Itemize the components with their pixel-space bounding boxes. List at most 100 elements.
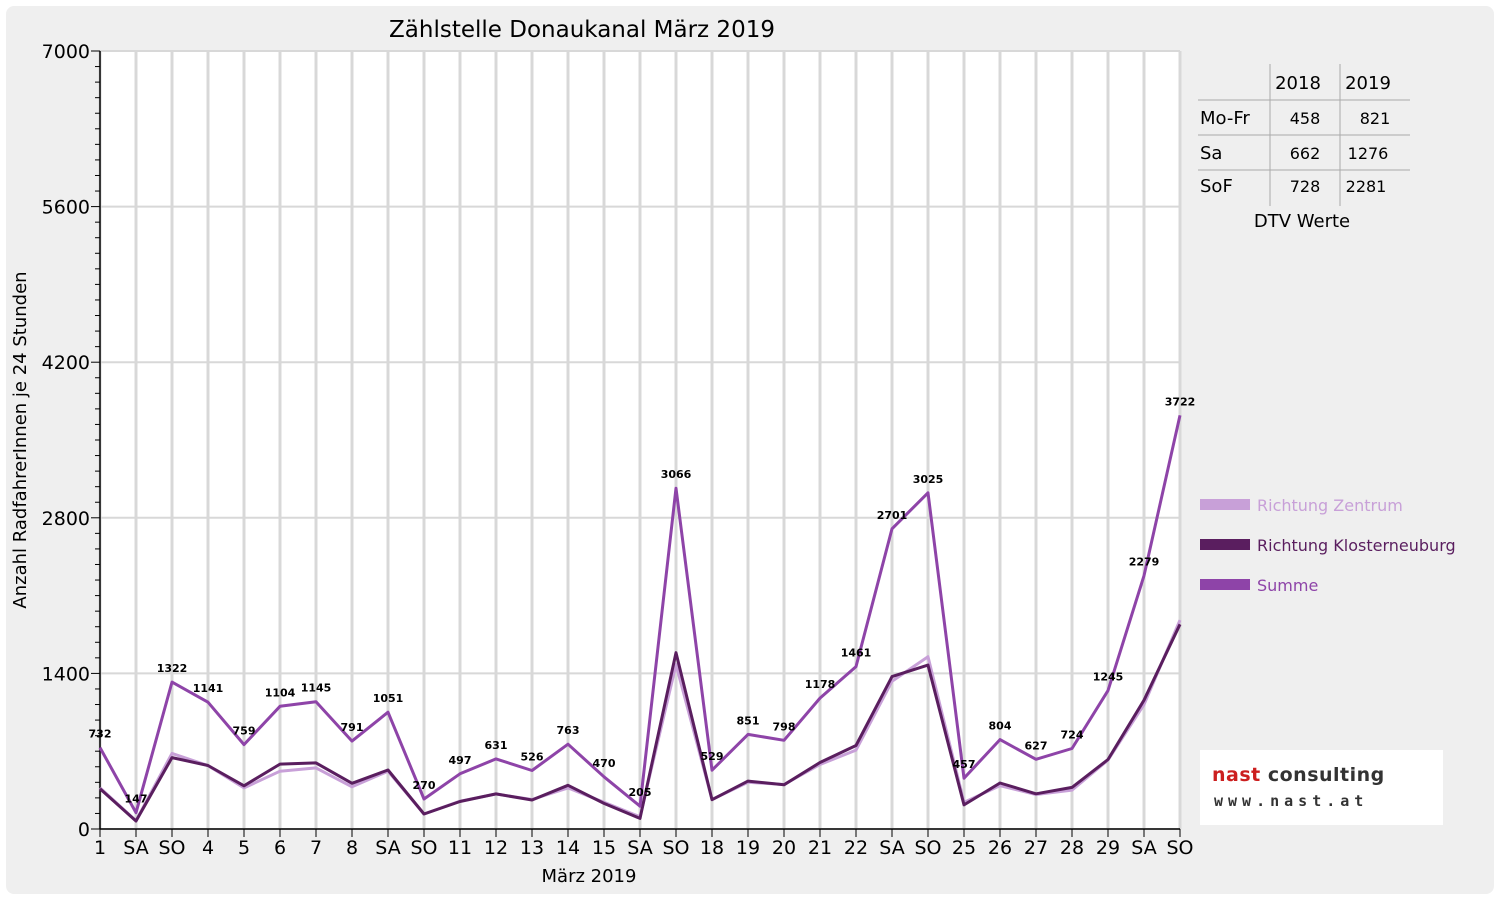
x-tick-label: 4 — [202, 837, 214, 859]
table-cell: 1276 — [1348, 144, 1389, 163]
data-label: 732 — [89, 728, 112, 741]
data-label-layer: 732 147 1322 1141 759 1104 1145 791 1051 270 497 63… — [89, 395, 1196, 805]
legend-swatch — [1200, 579, 1250, 590]
data-label: 147 — [125, 793, 148, 806]
nast-consulting-logo: nast consulting www.nast.at — [1200, 750, 1443, 825]
data-label: 627 — [1025, 739, 1048, 752]
data-label: 1145 — [301, 682, 332, 695]
data-label: 1141 — [193, 682, 224, 695]
data-label: 205 — [629, 786, 652, 799]
x-tick-label: 1 — [94, 837, 106, 859]
legend-entry: Richtung Klosterneuburg — [1257, 536, 1456, 555]
data-label: 457 — [953, 758, 976, 771]
x-tick-label: 14 — [556, 837, 580, 859]
grid-layer — [98, 50, 1182, 830]
logo-url: www.nast.at — [1214, 792, 1369, 810]
x-tick-label: SO — [662, 837, 689, 859]
legend-entry: Richtung Zentrum — [1257, 496, 1403, 515]
x-tick-label: SA — [879, 837, 904, 859]
x-tick-label: 27 — [1024, 837, 1048, 859]
x-tick-label: SO — [1166, 837, 1193, 859]
y-tick-label: 0 — [78, 819, 90, 841]
x-tick-label: 28 — [1060, 837, 1084, 859]
dtv-table: 2018 2019 Mo-Fr 458 821 Sa 662 1276 SoF … — [1198, 64, 1410, 232]
chart-title: Zählstelle Donaukanal März 2019 — [389, 17, 775, 43]
x-tick-label: 6 — [274, 837, 286, 859]
table-header-2019: 2019 — [1345, 73, 1391, 94]
data-label: 470 — [593, 757, 616, 770]
logo-brand-part2: consulting — [1260, 764, 1385, 786]
x-tick-label: 8 — [346, 837, 358, 859]
x-tick-label: 18 — [700, 837, 724, 859]
legend: Richtung Zentrum Richtung Klosterneuburg S… — [1200, 496, 1456, 595]
x-tick-label: 19 — [736, 837, 760, 859]
data-label: 1322 — [157, 662, 188, 675]
x-tick-label: SO — [914, 837, 941, 859]
series-line — [98, 623, 1182, 823]
data-label: 3066 — [661, 468, 692, 481]
x-tick-label: 15 — [592, 837, 616, 859]
logo-brand: nast consulting — [1212, 764, 1385, 786]
x-tick-label: 25 — [952, 837, 976, 859]
x-tick-label: 20 — [772, 837, 796, 859]
data-label: 631 — [485, 739, 508, 752]
data-label: 1178 — [805, 678, 836, 691]
y-tick-label: 1400 — [42, 663, 90, 685]
data-label: 3722 — [1165, 395, 1196, 408]
table-cell: 662 — [1290, 144, 1321, 163]
x-tick-label: SO — [158, 837, 185, 859]
x-tick-label: 21 — [808, 837, 832, 859]
y-tick-label: 5600 — [42, 197, 90, 219]
data-label: 1461 — [841, 647, 872, 660]
legend-swatch — [1200, 499, 1250, 510]
data-label: 804 — [989, 720, 1012, 733]
data-label: 851 — [737, 714, 760, 727]
x-axis-title: März 2019 — [542, 866, 637, 887]
y-axis-title: Anzahl RadfahrerInnen je 24 Stunden — [10, 271, 31, 608]
data-label: 1051 — [373, 692, 404, 705]
data-label: 270 — [413, 779, 436, 792]
x-tick-label: SA — [375, 837, 400, 859]
table-row-label: Mo-Fr — [1200, 108, 1250, 129]
data-label: 3025 — [913, 473, 944, 486]
data-label: 526 — [521, 751, 544, 764]
y-tick-label: 2800 — [42, 508, 90, 530]
axis-layer: 0 1400 2800 4200 5600 7000 1 SA SO 4 5 6 7 8 SA SO 11 12 1… — [42, 41, 1194, 859]
table-cell: 728 — [1290, 177, 1321, 196]
data-label: 1104 — [265, 686, 296, 699]
x-tick-label: 5 — [238, 837, 250, 859]
logo-brand-part1: nast — [1212, 764, 1261, 786]
series-line — [98, 414, 1182, 815]
x-tick-label: 26 — [988, 837, 1012, 859]
data-label: 791 — [341, 721, 364, 734]
legend-swatch — [1200, 539, 1250, 550]
y-tick-label: 7000 — [42, 41, 90, 63]
table-row-label: Sa — [1200, 143, 1222, 164]
data-label: 724 — [1061, 729, 1084, 742]
data-label: 798 — [773, 720, 796, 733]
x-tick-label: 22 — [844, 837, 868, 859]
y-tick-label: 4200 — [42, 352, 90, 374]
data-label: 529 — [701, 750, 724, 763]
legend-entry: Summe — [1257, 576, 1318, 595]
x-tick-label: SA — [627, 837, 652, 859]
x-tick-label: 12 — [484, 837, 508, 859]
data-label: 2279 — [1129, 556, 1160, 569]
x-tick-label: 13 — [520, 837, 544, 859]
table-header-2018: 2018 — [1275, 73, 1321, 94]
table-cell: 2281 — [1346, 177, 1387, 196]
data-label: 763 — [557, 724, 580, 737]
table-cell: 821 — [1360, 109, 1391, 128]
x-tick-label: 29 — [1096, 837, 1120, 859]
series-layer — [98, 414, 1182, 823]
table-row-label: SoF — [1200, 176, 1233, 197]
x-tick-label: 7 — [310, 837, 322, 859]
x-tick-label: SA — [123, 837, 148, 859]
x-tick-label: SA — [1131, 837, 1156, 859]
data-label: 759 — [233, 725, 256, 738]
table-caption: DTV Werte — [1254, 211, 1350, 232]
data-label: 1245 — [1093, 671, 1124, 684]
data-label: 497 — [449, 754, 472, 767]
x-tick-label: 11 — [448, 837, 472, 859]
